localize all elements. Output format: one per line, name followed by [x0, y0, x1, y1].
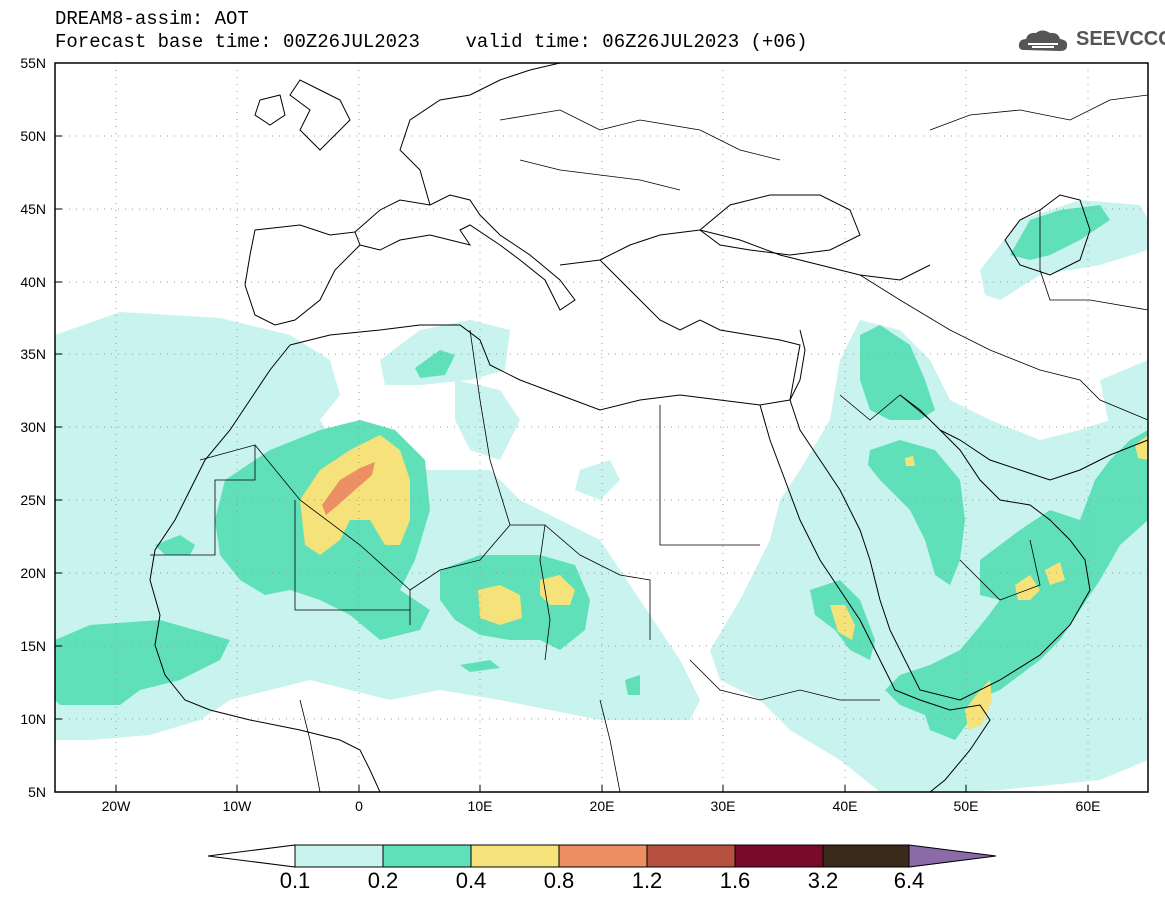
aot-level-0.8 — [322, 462, 375, 515]
legend-label: 0.4 — [455, 868, 487, 893]
lat-label: 10N — [20, 711, 46, 727]
aot-level-0.4 — [300, 435, 1148, 730]
lon-label: 50E — [953, 798, 979, 814]
lon-label: 0 — [355, 798, 363, 814]
legend-upper-arrow — [908, 844, 997, 868]
legend-label: 0.8 — [543, 868, 575, 893]
legend-label: 1.2 — [631, 868, 663, 893]
lat-label: 30N — [20, 419, 46, 435]
lat-label: 50N — [20, 128, 46, 144]
legend-swatch — [822, 844, 910, 868]
legend-label: 0.1 — [279, 868, 311, 893]
logo-label: SEEVCCC — [1076, 28, 1165, 50]
axis-ticks — [55, 62, 1089, 792]
legend-swatch — [382, 844, 472, 868]
country-borders — [150, 94, 1148, 792]
lon-label: 20E — [589, 798, 615, 814]
lon-label: 10E — [467, 798, 493, 814]
colorbar-legend — [207, 844, 997, 868]
legend-swatch — [558, 844, 648, 868]
legend-swatch — [470, 844, 560, 868]
lat-label: 55N — [20, 55, 46, 71]
lat-label: 5N — [28, 784, 46, 800]
legend-swatch — [294, 844, 384, 868]
lat-label: 45N — [20, 201, 46, 217]
map-title: DREAM8-assim: AOT — [55, 8, 249, 30]
lon-label: 40E — [832, 798, 858, 814]
legend-label: 3.2 — [807, 868, 839, 893]
legend-label: 6.4 — [893, 868, 925, 893]
lon-label: 30E — [710, 798, 736, 814]
lon-label: 20W — [101, 798, 131, 814]
lon-label: 60E — [1075, 798, 1101, 814]
lon-label: 10W — [222, 798, 252, 814]
lat-label: 25N — [20, 492, 46, 508]
lat-label: 40N — [20, 274, 46, 290]
coastlines — [149, 63, 1148, 792]
graticule — [55, 63, 1148, 792]
legend-swatch — [734, 844, 824, 868]
legend-swatch — [646, 844, 736, 868]
legend-label: 0.2 — [367, 868, 399, 893]
seevccc-cloud-logo-icon — [1018, 30, 1068, 51]
legend-lower-arrow — [207, 844, 296, 868]
lat-label: 35N — [20, 346, 46, 362]
lat-label: 20N — [20, 565, 46, 581]
lat-label: 15N — [20, 638, 46, 654]
legend-label: 1.6 — [719, 868, 751, 893]
forecast-time-subtitle: Forecast base time: 00Z26JUL2023 valid t… — [55, 31, 808, 53]
